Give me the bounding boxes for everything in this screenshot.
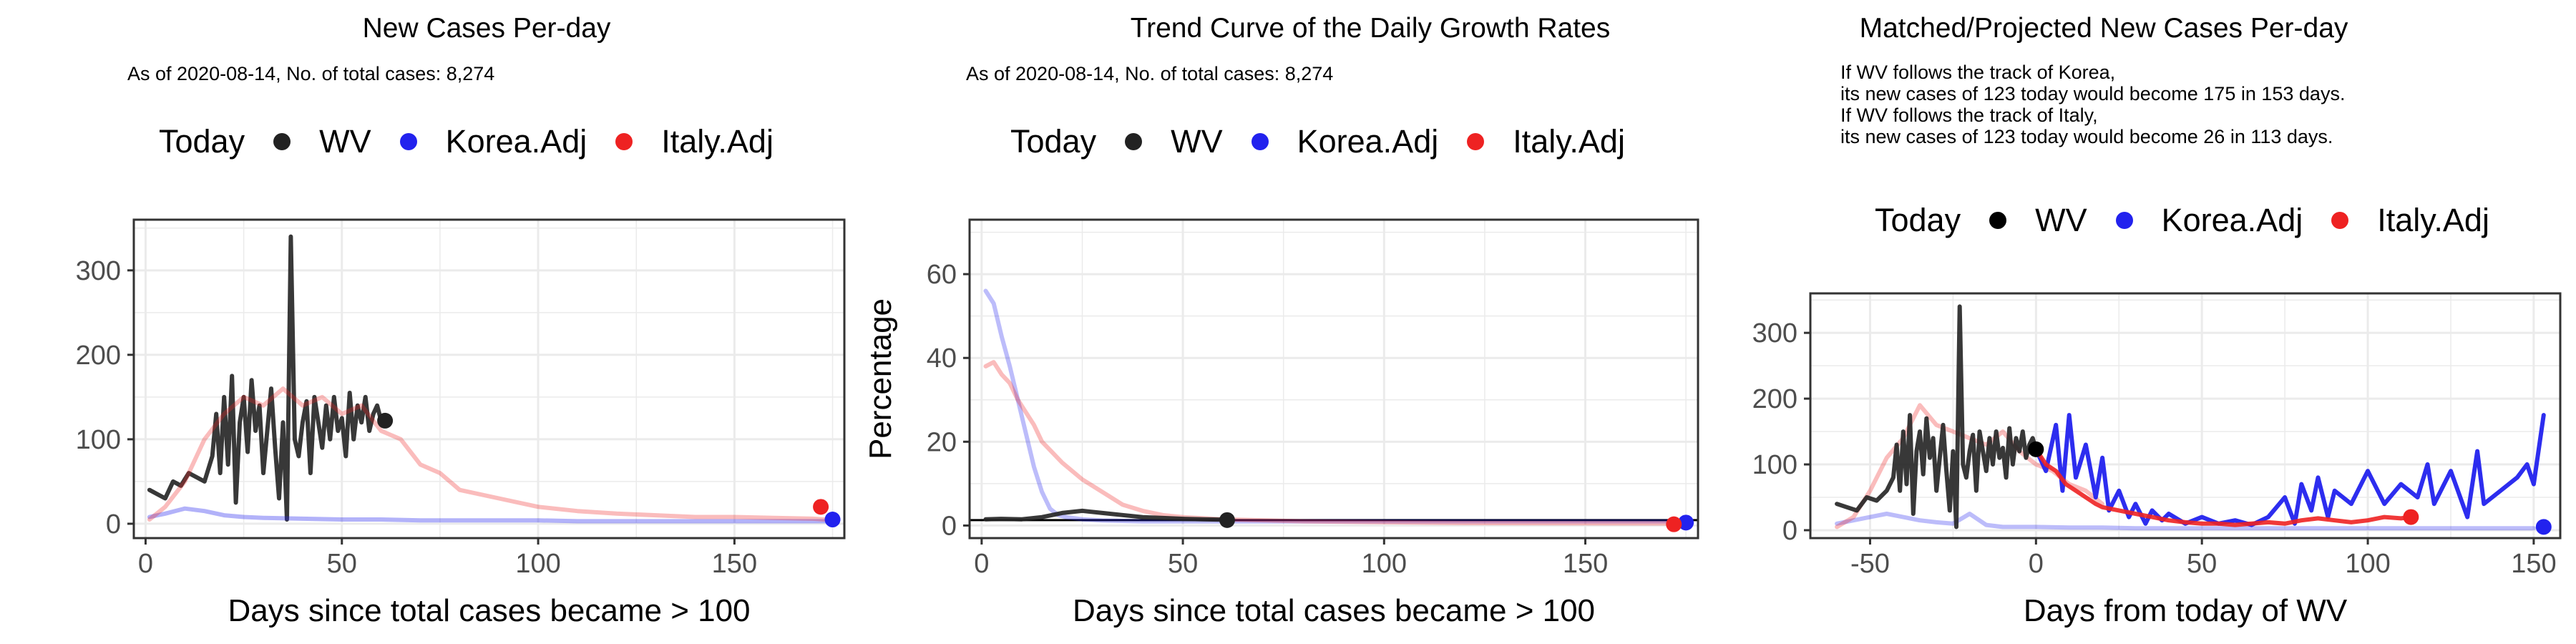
annotation-line: its new cases of 123 today would become … — [1840, 83, 2346, 104]
legend-title: Today — [1875, 202, 1961, 238]
panel-new-cases: New Cases Per-day As of 2020-08-14, No. … — [0, 0, 859, 644]
series-line-wv — [1835, 304, 2039, 530]
series-line-korea-adj — [147, 506, 835, 524]
y-tick-label: 200 — [1752, 384, 1797, 414]
chart-growth-rates: 0 50 100 150 0 20 40 60 Days since total cases b… — [863, 218, 1699, 628]
series-line-korea-adj — [983, 288, 1689, 524]
legend-wv-label: WV — [1171, 123, 1223, 160]
panel-growth-rates: Trend Curve of the Daily Growth Rates As… — [859, 0, 1717, 644]
legend-korea-marker — [1251, 133, 1269, 150]
annotation-line: its new cases of 123 today would become … — [1840, 126, 2333, 147]
y-tick-label: 20 — [927, 427, 957, 457]
y-tick-label: 0 — [1782, 516, 1797, 546]
legend-title: Today — [159, 123, 245, 160]
y-tick-label: 0 — [942, 511, 957, 541]
legend-italy-label: Italy.Adj — [661, 123, 774, 160]
annotation-block: If WV follows the track of Korea, its ne… — [1840, 62, 2345, 147]
legend: Today WV Korea.Adj Italy.Adj — [159, 123, 774, 160]
chart-subtitle: As of 2020-08-14, No. of total cases: 8,… — [966, 63, 1334, 84]
series-line-wv — [147, 234, 384, 522]
x-axis-title: Days from today of WV — [2024, 593, 2348, 628]
legend-wv-label: WV — [2035, 202, 2087, 238]
point-italy-adj-today — [813, 499, 829, 515]
point-wv-today — [1219, 512, 1235, 528]
point-wv-today — [2028, 441, 2044, 457]
x-tick-label: 150 — [1563, 549, 1608, 579]
point-italy-adj-today — [1666, 516, 1682, 532]
legend-italy-marker — [615, 133, 633, 150]
legend-wv-marker — [1125, 133, 1143, 150]
legend-korea-label: Korea.Adj — [445, 123, 587, 160]
x-tick-label: 0 — [138, 549, 153, 579]
legend-korea-marker — [399, 133, 417, 150]
point-korea-adj-end — [2535, 519, 2552, 535]
series-line-korea-adj-projection — [2034, 413, 2546, 527]
chart-title: Matched/Projected New Cases Per-day — [1859, 13, 2348, 44]
x-tick-label: 0 — [2029, 549, 2044, 579]
panel-border — [132, 218, 846, 540]
y-axis-title: Percentage — [863, 298, 898, 459]
x-axis-title: Days since total cases became > 100 — [228, 593, 750, 628]
y-tick-label: 100 — [1752, 450, 1797, 480]
point-wv-today — [377, 412, 394, 429]
series-line-wv — [983, 508, 1226, 522]
chart-subtitle: As of 2020-08-14, No. of total cases: 8,… — [127, 63, 495, 84]
x-tick-label: -50 — [1850, 549, 1890, 579]
legend-italy-label: Italy.Adj — [2377, 202, 2489, 238]
legend-italy-label: Italy.Adj — [1513, 123, 1625, 160]
legend: Today WV Korea.Adj Italy.Adj — [1010, 123, 1625, 160]
x-tick-label: 50 — [2187, 549, 2217, 579]
chart-title: Trend Curve of the Daily Growth Rates — [1130, 13, 1611, 44]
legend: Today WV Korea.Adj Italy.Adj — [1875, 202, 2489, 239]
point-korea-adj-today — [1678, 514, 1694, 531]
y-tick-label: 300 — [1752, 318, 1797, 348]
legend-title: Today — [1010, 123, 1097, 160]
chart-projected-cases: -50 0 50 100 150 0 100 200 300 Days from today of… — [1752, 292, 2562, 628]
legend-wv-marker — [273, 133, 291, 150]
annotation-line: If WV follows the track of Korea, — [1840, 62, 2116, 83]
y-tick-label: 0 — [106, 509, 121, 540]
y-tick-label: 300 — [76, 256, 121, 286]
y-tick-label: 60 — [927, 260, 957, 290]
legend-italy-marker — [2331, 212, 2349, 229]
y-tick-label: 200 — [76, 341, 121, 371]
x-tick-label: 150 — [2511, 549, 2556, 579]
y-tick-label: 40 — [927, 343, 957, 374]
x-tick-label: 0 — [974, 549, 989, 579]
x-tick-label: 150 — [712, 549, 757, 579]
panel-border — [968, 218, 1699, 540]
legend-wv-marker — [1989, 212, 2007, 229]
legend-italy-marker — [1467, 133, 1485, 150]
series-line-korea-adj — [1835, 512, 2536, 531]
annotation-line: If WV follows the track of Italy, — [1840, 104, 2098, 126]
legend-korea-label: Korea.Adj — [2161, 202, 2303, 238]
y-tick-label: 100 — [76, 425, 121, 455]
series-line-italy-adj-projection — [2034, 447, 2414, 527]
x-tick-label: 50 — [1168, 549, 1198, 579]
legend-korea-marker — [2115, 212, 2133, 229]
x-tick-label: 100 — [515, 549, 560, 579]
x-tick-label: 100 — [2345, 549, 2390, 579]
panel-border — [1809, 292, 2562, 540]
point-korea-adj-today — [824, 512, 841, 528]
chart-new-cases: 0 50 100 150 0 100 200 300 Days since total case… — [76, 218, 846, 628]
chart-title: New Cases Per-day — [362, 13, 611, 44]
x-axis-title: Days since total cases became > 100 — [1073, 593, 1595, 628]
panel-projected-cases: Matched/Projected New Cases Per-day If W… — [1717, 0, 2576, 644]
series-line-italy-adj — [147, 386, 827, 522]
x-tick-label: 100 — [1362, 549, 1407, 579]
legend-wv-label: WV — [319, 123, 371, 160]
x-tick-label: 50 — [327, 549, 357, 579]
legend-korea-label: Korea.Adj — [1297, 123, 1439, 160]
point-italy-adj-end — [2403, 509, 2419, 525]
